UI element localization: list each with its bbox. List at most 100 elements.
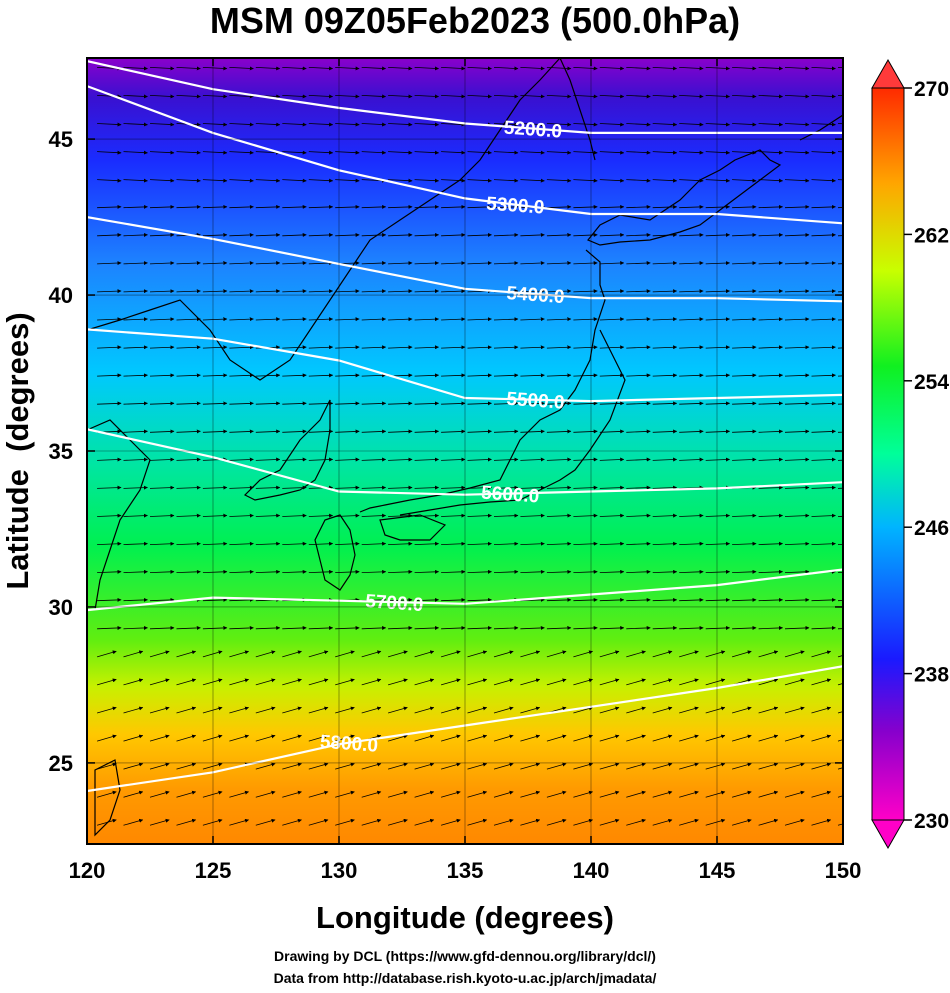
wind-vector	[731, 706, 752, 714]
wind-vector	[837, 67, 843, 69]
wind-vector	[679, 317, 704, 322]
wind-vector	[626, 597, 651, 602]
wind-vector	[123, 625, 148, 630]
colorbar-ticks: 230 238 246 254 262 270	[904, 78, 949, 833]
wind-vector	[414, 401, 439, 406]
wind-vector	[361, 790, 382, 798]
wind-vector	[149, 345, 175, 350]
wind-vector	[811, 204, 836, 209]
wind-vector	[784, 485, 810, 490]
wind-vector	[149, 261, 175, 266]
wind-vector	[599, 569, 625, 574]
wind-vector	[308, 762, 329, 770]
wind-vector	[96, 706, 117, 714]
wind-vector	[520, 762, 541, 770]
wind-vector	[361, 485, 387, 490]
wind-vector	[229, 818, 249, 826]
wind-vector	[255, 650, 276, 658]
wind-vector	[308, 541, 334, 546]
wind-vector	[493, 678, 514, 686]
wind-vector	[202, 232, 228, 237]
wind-vector	[573, 401, 598, 406]
wind-vector	[493, 625, 519, 630]
wind-vector	[440, 734, 461, 742]
x-tick-label: 120	[69, 858, 106, 883]
wind-vector	[414, 485, 439, 490]
colorbar-tick-label: 254	[914, 371, 949, 394]
wind-vector	[414, 734, 435, 742]
wind-vector	[308, 734, 329, 742]
wind-vector	[229, 122, 254, 127]
wind-vector	[784, 569, 810, 574]
wind-vector	[149, 762, 170, 770]
wind-vector	[441, 232, 466, 237]
wind-vector	[493, 150, 519, 155]
wind-vector	[520, 66, 545, 71]
wind-vector	[255, 204, 281, 209]
wind-vector	[758, 317, 783, 322]
wind-vector	[679, 541, 704, 546]
footer-credit-data: Data from http://database.rish.kyoto-u.a…	[273, 970, 657, 986]
wind-vector	[308, 513, 334, 518]
wind-vector	[361, 513, 387, 518]
wind-vector	[440, 650, 461, 658]
wind-vector	[255, 122, 281, 127]
wind-vector	[361, 429, 387, 434]
wind-vector	[493, 513, 519, 518]
wind-vector	[97, 485, 122, 490]
wind-vector	[282, 401, 307, 406]
wind-vector	[361, 373, 387, 378]
wind-vector	[255, 790, 276, 798]
wind-vector	[149, 122, 175, 127]
wind-vector	[732, 373, 757, 378]
wind-vector	[599, 317, 625, 322]
wind-vector	[520, 429, 545, 434]
wind-vector	[784, 429, 810, 434]
wind-vector	[388, 178, 413, 183]
wind-vector	[758, 178, 783, 183]
wind-vector	[837, 795, 843, 798]
wind-vector	[705, 289, 730, 294]
wind-vector	[546, 734, 567, 742]
wind-vector	[493, 706, 514, 714]
wind-vector	[679, 569, 704, 574]
wind-vector	[202, 345, 228, 350]
wind-vector	[414, 541, 439, 546]
wind-vector	[388, 569, 413, 574]
coastline-honshu-south	[399, 329, 626, 516]
wind-vector	[414, 429, 439, 434]
wind-vector	[652, 178, 678, 183]
wind-vector	[123, 178, 148, 183]
wind-vector	[361, 541, 387, 546]
wind-vector	[361, 317, 387, 322]
wind-vector	[97, 541, 122, 546]
wind-vector	[599, 122, 625, 127]
coastline-hokkaido	[587, 149, 782, 246]
wind-vector	[467, 706, 488, 714]
wind-vector	[599, 261, 625, 266]
wind-vector	[229, 204, 254, 209]
wind-vector	[784, 650, 805, 658]
wind-vector	[123, 790, 144, 798]
wind-vector	[467, 232, 492, 237]
wind-vector	[758, 541, 783, 546]
wind-vector	[573, 94, 598, 99]
wind-vector	[414, 625, 439, 630]
wind-vector	[732, 541, 757, 546]
wind-vector	[732, 569, 757, 574]
wind-vector	[652, 122, 678, 127]
wind-vector	[679, 94, 704, 99]
contour-label-5500: 5500.0	[506, 389, 565, 414]
wind-vector	[784, 204, 810, 209]
y-tick-label: 40	[49, 283, 73, 308]
wind-vector	[493, 762, 514, 770]
wind-vector	[599, 762, 620, 770]
wind-vector	[626, 429, 651, 434]
wind-vector	[467, 457, 492, 462]
wind-vector	[149, 289, 175, 294]
colorbar-bottom-triangle	[871, 819, 905, 850]
wind-vector	[176, 513, 201, 518]
wind-vector	[679, 678, 699, 686]
wind-vector	[784, 734, 805, 742]
wind-vector	[837, 403, 843, 405]
